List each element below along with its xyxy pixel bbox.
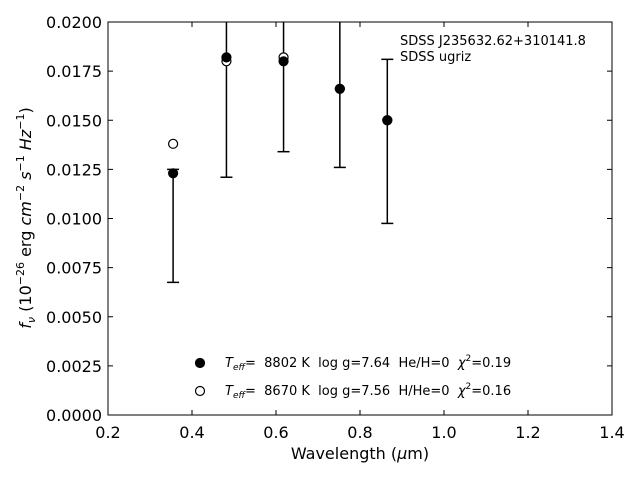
model-point-filled (168, 168, 179, 179)
y-tick-label: 0.0100 (46, 210, 102, 229)
x-tick-label: 1.4 (599, 423, 624, 442)
axis-ticks: 0.2 0.4 0.6 0.8 1.0 1.2 1.4 0.0000 0.0025 0.0050 0… (46, 13, 625, 442)
plot-frame (107, 21, 613, 416)
legend-marker-open (194, 385, 206, 397)
y-tick-label: 0.0200 (46, 13, 102, 32)
legend-label-filled: Teff= 8802 K log g=7.64 He/H=0 χ2=0.19 (225, 354, 511, 373)
y-tick-label: 0.0125 (46, 160, 102, 179)
x-tick-label: 1.0 (431, 423, 456, 442)
data-points (168, 52, 393, 179)
x-tick-label: 0.2 (95, 423, 120, 442)
y-tick-label: 0.0175 (46, 62, 102, 81)
model-point-filled (382, 115, 393, 126)
model-point-filled (221, 52, 232, 63)
x-tick-label: 0.8 (347, 423, 372, 442)
model-point-filled (334, 83, 345, 94)
x-tick-label: 1.2 (515, 423, 540, 442)
y-tick-label: 0.0025 (46, 357, 102, 376)
legend-marker-filled (194, 357, 206, 369)
object-name-annotation: SDSS J235632.62+310141.8 (400, 34, 586, 49)
y-axis-label: fν (10−26 erg cm−2 s−1 Hz−1) (14, 107, 38, 328)
y-tick-label: 0.0150 (46, 111, 102, 130)
x-axis-label: Wavelength (μm) (291, 444, 429, 463)
model-point-open (168, 138, 179, 149)
y-tick-label: 0.0075 (46, 259, 102, 278)
y-tick-label: 0.0050 (46, 308, 102, 327)
legend-label-open: Teff= 8670 K log g=7.56 H/He=0 χ2=0.16 (225, 382, 511, 401)
filter-system-annotation: SDSS ugriz (400, 50, 471, 65)
error-bars (167, 22, 394, 284)
legend: Teff= 8802 K log g=7.64 He/H=0 χ2=0.19 T… (194, 354, 511, 401)
x-tick-label: 0.6 (263, 423, 288, 442)
x-tick-label: 0.4 (179, 423, 204, 442)
model-point-filled (278, 56, 289, 67)
y-tick-label: 0.0000 (46, 406, 102, 425)
